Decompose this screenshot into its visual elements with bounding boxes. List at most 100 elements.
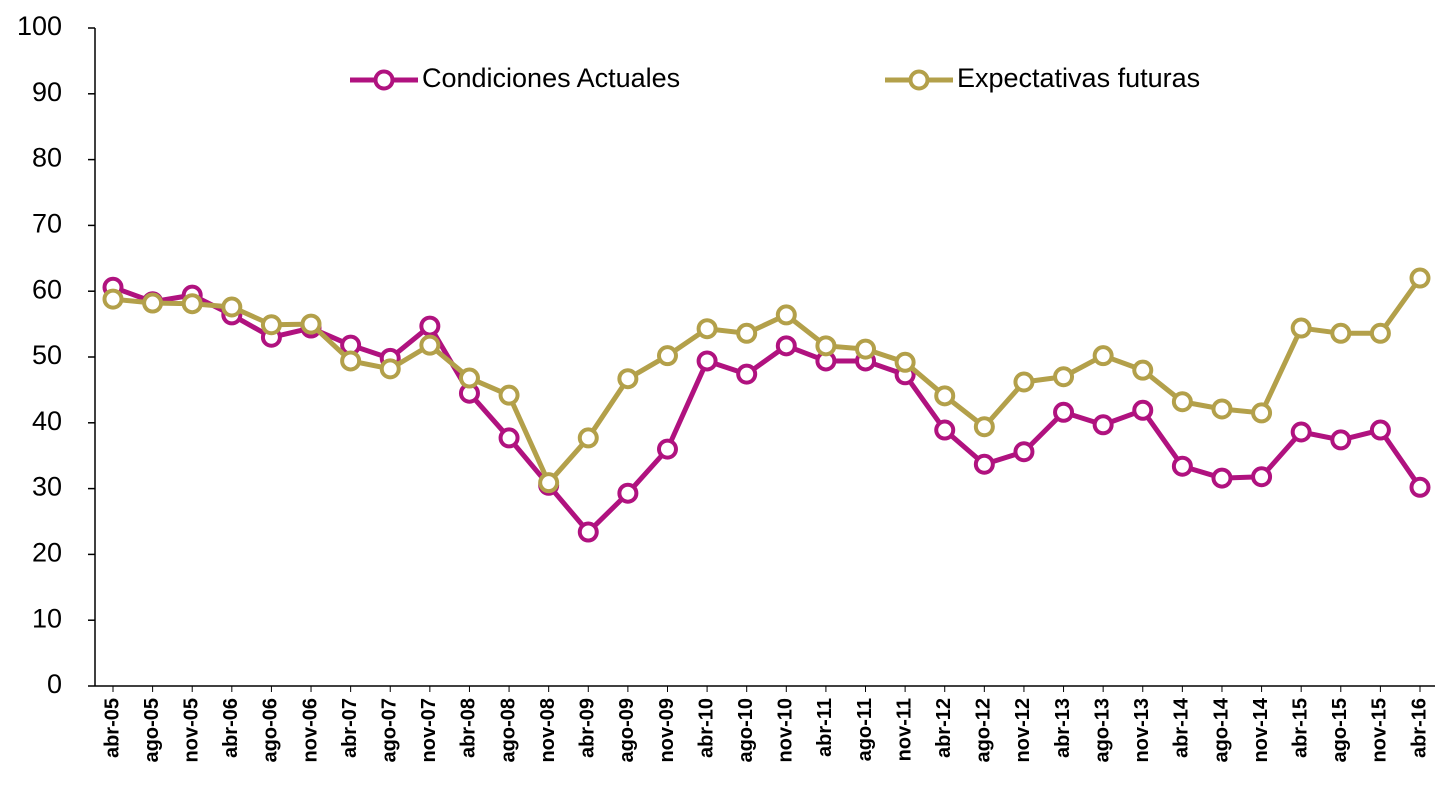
marker: [656, 438, 678, 460]
marker: [1369, 322, 1391, 344]
x-tick-label: abr-07: [339, 698, 361, 758]
marker: [221, 296, 243, 318]
x-tick-label: abr-08: [458, 698, 480, 758]
marker: [1053, 366, 1075, 388]
y-tick-label: 80: [32, 143, 62, 173]
y-tick-label: 50: [32, 340, 62, 370]
x-tick-label: abr-13: [1052, 698, 1074, 758]
x-tick-label: ago-11: [854, 698, 876, 761]
x-tick-label: abr-06: [220, 698, 242, 758]
marker: [696, 350, 718, 372]
marker: [1290, 421, 1312, 443]
x-tick-label: nov-07: [418, 698, 440, 762]
marker: [1251, 466, 1273, 488]
marker: [973, 416, 995, 438]
marker: [458, 367, 480, 389]
marker: [934, 385, 956, 407]
marker: [498, 427, 520, 449]
marker: [1053, 401, 1075, 423]
x-tick-label: ago-05: [141, 698, 163, 762]
marker: [1171, 455, 1193, 477]
marker: [617, 368, 639, 390]
marker: [340, 350, 362, 372]
marker: [1290, 317, 1312, 339]
x-tick-label: abr-15: [1289, 698, 1311, 758]
marker: [656, 345, 678, 367]
y-tick-label: 70: [32, 209, 62, 239]
marker: [1013, 371, 1035, 393]
y-tick-label: 60: [32, 274, 62, 304]
x-tick-label: abr-05: [101, 698, 123, 758]
series-line: [112, 284, 1423, 535]
marker: [300, 313, 322, 335]
marker: [1092, 414, 1114, 436]
x-tick-label: nov-06: [299, 698, 321, 762]
marker: [736, 363, 758, 385]
y-tick-label: 20: [32, 538, 62, 568]
y-tick-label: 0: [47, 669, 62, 699]
x-tick-label: nov-15: [1369, 698, 1391, 762]
legend-label: Expectativas futuras: [957, 63, 1200, 93]
marker: [1330, 429, 1352, 451]
x-tick-label: nov-09: [656, 698, 678, 762]
marker: [815, 335, 837, 357]
marker: [775, 335, 797, 357]
marker: [538, 472, 560, 494]
marker: [1132, 359, 1154, 381]
marker: [1369, 419, 1391, 441]
x-tick-label: nov-13: [1131, 698, 1153, 762]
y-tick-label: 40: [32, 406, 62, 436]
x-tick-label: nov-12: [1012, 698, 1034, 762]
x-tick-label: abr-14: [1171, 697, 1193, 758]
marker: [142, 292, 164, 314]
marker: [1409, 476, 1431, 498]
marker: [181, 293, 203, 315]
marker: [1211, 398, 1233, 420]
marker: [617, 482, 639, 504]
marker: [1211, 467, 1233, 489]
x-tick-label: ago-09: [616, 698, 638, 762]
x-tick-label: ago-06: [260, 698, 282, 762]
x-tick-label: abr-11: [814, 698, 836, 757]
marker: [894, 351, 916, 373]
marker: [577, 521, 599, 543]
x-tick-label: abr-09: [577, 698, 599, 758]
x-tick-label: nov-11: [893, 698, 915, 761]
x-tick-label: nov-10: [775, 698, 797, 762]
x-tick-label: nov-05: [180, 698, 202, 762]
x-tick-label: nov-14: [1250, 697, 1272, 762]
marker: [379, 358, 401, 380]
marker: [855, 338, 877, 360]
marker: [1092, 345, 1114, 367]
marker: [736, 322, 758, 344]
marker: [1171, 391, 1193, 413]
y-tick-label: 10: [32, 603, 62, 633]
x-tick-label: abr-10: [695, 698, 717, 758]
marker: [696, 318, 718, 340]
x-tick-label: ago-10: [735, 698, 757, 762]
x-tick-label: ago-15: [1329, 698, 1351, 762]
marker: [419, 334, 441, 356]
marker: [1251, 402, 1273, 424]
legend-marker: [373, 69, 395, 91]
marker: [577, 427, 599, 449]
marker: [260, 314, 282, 336]
legend-label: Condiciones Actuales: [422, 63, 680, 93]
marker: [1013, 441, 1035, 463]
x-tick-label: ago-14: [1210, 697, 1232, 762]
marker: [1409, 267, 1431, 289]
marker: [498, 384, 520, 406]
marker: [419, 315, 441, 337]
marker: [973, 453, 995, 475]
x-tick-label: abr-16: [1408, 698, 1430, 758]
x-tick-label: ago-12: [973, 698, 995, 762]
y-tick-label: 90: [32, 77, 62, 107]
y-tick-label: 30: [32, 472, 62, 502]
x-tick-label: abr-12: [933, 698, 955, 758]
legend-marker: [908, 69, 930, 91]
series-line: [112, 276, 1423, 486]
marker: [1330, 322, 1352, 344]
marker: [102, 288, 124, 310]
marker: [1132, 399, 1154, 421]
